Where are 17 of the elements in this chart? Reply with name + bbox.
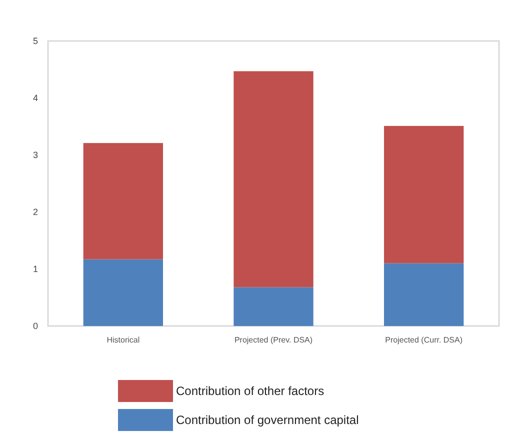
x-tick-label: Historical <box>106 336 140 345</box>
bar <box>234 71 314 288</box>
bar <box>234 287 314 326</box>
bar <box>384 263 464 326</box>
bar <box>384 126 464 264</box>
y-tick-label: 4 <box>32 92 38 103</box>
legend-label: Contribution of government capital <box>176 413 359 427</box>
legend-label: Contribution of other factors <box>176 384 324 398</box>
y-tick-label: 0 <box>32 320 38 331</box>
y-tick-label: 2 <box>32 206 38 217</box>
y-tick-label: 5 <box>32 36 38 46</box>
x-tick-label: Projected (Prev. DSA) <box>234 336 313 345</box>
bar <box>83 143 164 260</box>
y-tick-label: 1 <box>32 264 38 274</box>
x-tick-label: Projected (Curr. DSA) <box>385 336 463 345</box>
bar <box>83 259 164 326</box>
y-tick-label: 3 <box>32 150 38 160</box>
